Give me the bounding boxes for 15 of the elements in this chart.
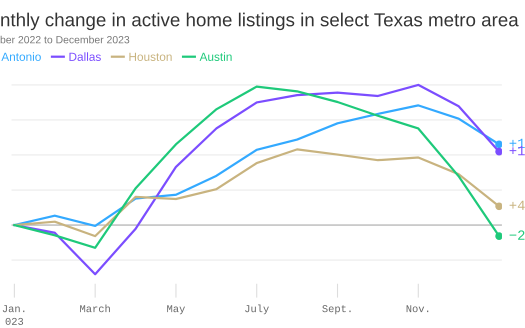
text: Antonio: [1, 52, 41, 61]
chart-title: nthly change in active home listings in select Texas metro area: [1, 12, 519, 30]
x-tick-label: Nov.: [406, 305, 428, 312]
text: +1: [510, 146, 525, 156]
x-tick-label: Jan. 023: [2, 305, 24, 325]
chart-subtitle: ber 2022 to December 2023: [0, 36, 130, 44]
x-tick-label: May: [167, 305, 185, 314]
x-tick-label: March: [80, 304, 110, 312]
text: −2: [510, 230, 524, 240]
x-tick-label: July: [245, 304, 269, 314]
text: +4: [510, 200, 525, 210]
legend-label: Houston: [129, 52, 172, 61]
legend-label: Dallas: [69, 52, 101, 61]
legend-label: Austin: [200, 52, 232, 61]
x-tick-label: Sept.: [322, 305, 351, 314]
